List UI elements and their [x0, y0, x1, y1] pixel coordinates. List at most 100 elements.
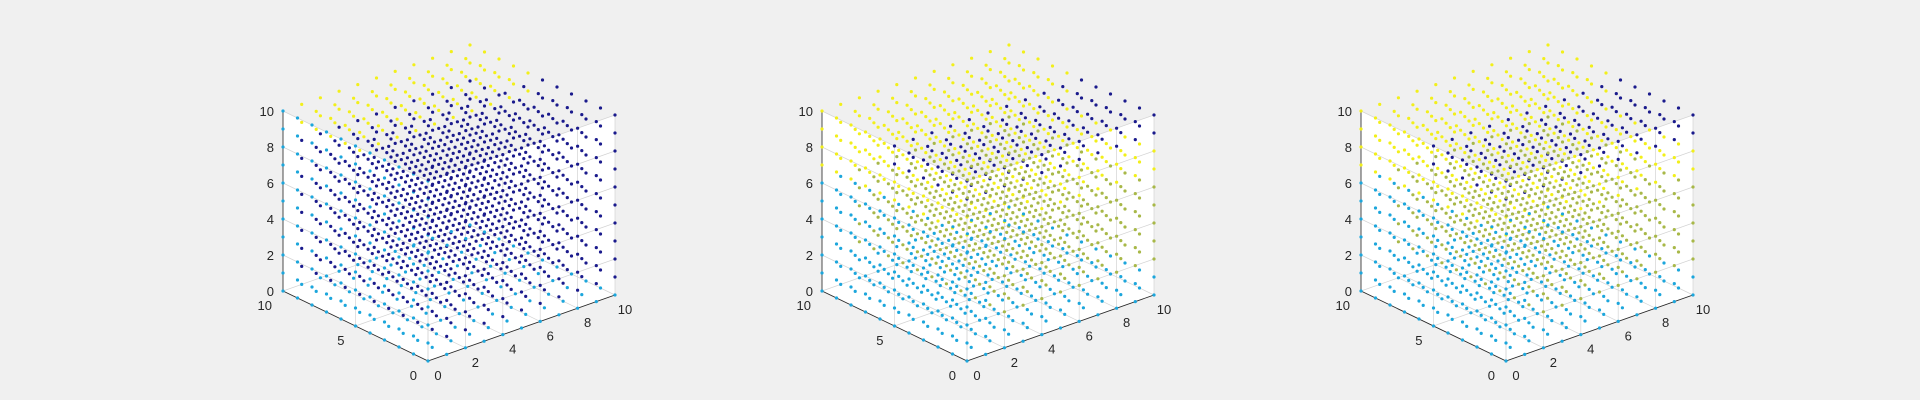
- data-point: [1500, 101, 1504, 105]
- data-point: [519, 200, 524, 204]
- data-point: [443, 179, 447, 183]
- data-point: [909, 144, 913, 148]
- data-point: [1492, 273, 1496, 277]
- data-point: [447, 165, 451, 169]
- data-point: [613, 239, 617, 243]
- data-point: [949, 160, 953, 164]
- data-point: [1040, 333, 1044, 337]
- data-point: [901, 279, 905, 283]
- data-point: [944, 174, 949, 178]
- data-point: [1654, 288, 1658, 292]
- data-point: [1017, 100, 1021, 104]
- data-point: [882, 177, 886, 181]
- data-point: [542, 306, 547, 310]
- data-point: [1411, 157, 1415, 161]
- data-point: [1017, 190, 1021, 194]
- data-point: [1373, 116, 1378, 120]
- data-point: [1562, 278, 1566, 282]
- data-point: [1691, 167, 1695, 171]
- data-point: [391, 221, 395, 225]
- data-point: [1090, 99, 1094, 103]
- data-point: [1542, 75, 1546, 79]
- data-point: [1600, 193, 1604, 197]
- data-point: [1021, 285, 1025, 289]
- data-point: [886, 218, 891, 222]
- data-point: [1498, 145, 1502, 149]
- data-point: [542, 162, 547, 166]
- data-point: [1488, 304, 1492, 308]
- data-point: [1596, 98, 1600, 102]
- data-point: [970, 74, 974, 78]
- data-point: [907, 169, 911, 173]
- data-point: [431, 128, 435, 132]
- data-point: [324, 166, 329, 170]
- data-point: [839, 264, 843, 268]
- data-point: [547, 238, 551, 242]
- data-point: [455, 156, 459, 160]
- data-point: [551, 261, 555, 265]
- data-point: [1123, 279, 1127, 283]
- data-point: [1620, 270, 1624, 274]
- data-point: [1029, 204, 1034, 208]
- data-point: [1500, 137, 1504, 141]
- data-point: [1639, 191, 1643, 195]
- data-point: [453, 325, 457, 329]
- data-point: [1647, 200, 1652, 204]
- data-point: [944, 210, 949, 214]
- data-point: [455, 138, 459, 142]
- data-point: [1529, 277, 1533, 281]
- data-point: [551, 117, 555, 121]
- data-point: [1564, 218, 1568, 222]
- data-point: [1133, 156, 1137, 160]
- data-point: [484, 260, 488, 264]
- data-point: [936, 345, 940, 349]
- data-point: [497, 129, 501, 133]
- data-point: [1402, 148, 1407, 152]
- data-point: [401, 295, 405, 299]
- data-point: [1629, 153, 1633, 157]
- data-point: [426, 124, 430, 128]
- data-point: [424, 131, 428, 135]
- data-point: [999, 106, 1003, 110]
- data-point: [911, 137, 915, 141]
- data-point: [374, 148, 379, 152]
- data-point: [347, 254, 351, 258]
- data-point: [1560, 86, 1565, 90]
- data-point: [1568, 294, 1573, 298]
- data-point: [1639, 227, 1643, 231]
- data-point: [1517, 300, 1521, 304]
- data-point: [988, 50, 992, 54]
- data-point: [905, 193, 909, 197]
- data-point: [1388, 249, 1392, 253]
- data-point: [1407, 224, 1411, 228]
- data-point: [940, 169, 944, 173]
- data-point: [476, 125, 480, 129]
- data-point: [1469, 185, 1473, 189]
- data-point: [930, 185, 934, 189]
- data-point: [957, 169, 961, 173]
- data-point: [886, 146, 891, 150]
- data-point: [1465, 162, 1469, 166]
- data-point: [1029, 276, 1034, 280]
- data-point: [1077, 139, 1081, 143]
- data-point: [1546, 296, 1550, 300]
- data-point: [1440, 207, 1444, 211]
- data-point: [526, 125, 530, 129]
- data-point: [376, 196, 380, 200]
- data-point: [337, 107, 341, 111]
- data-point: [932, 141, 936, 145]
- data-point: [1104, 178, 1108, 182]
- data-point: [1600, 247, 1604, 251]
- data-point: [1614, 200, 1618, 204]
- data-point: [955, 194, 959, 198]
- data-point: [486, 236, 490, 240]
- data-point: [314, 199, 318, 203]
- data-point: [295, 152, 300, 156]
- data-point: [1606, 155, 1610, 159]
- data-point: [961, 155, 965, 159]
- data-point: [1548, 199, 1552, 203]
- data-point: [470, 127, 474, 131]
- data-point: [389, 245, 393, 249]
- data-point: [990, 151, 994, 155]
- data-point: [1052, 184, 1056, 188]
